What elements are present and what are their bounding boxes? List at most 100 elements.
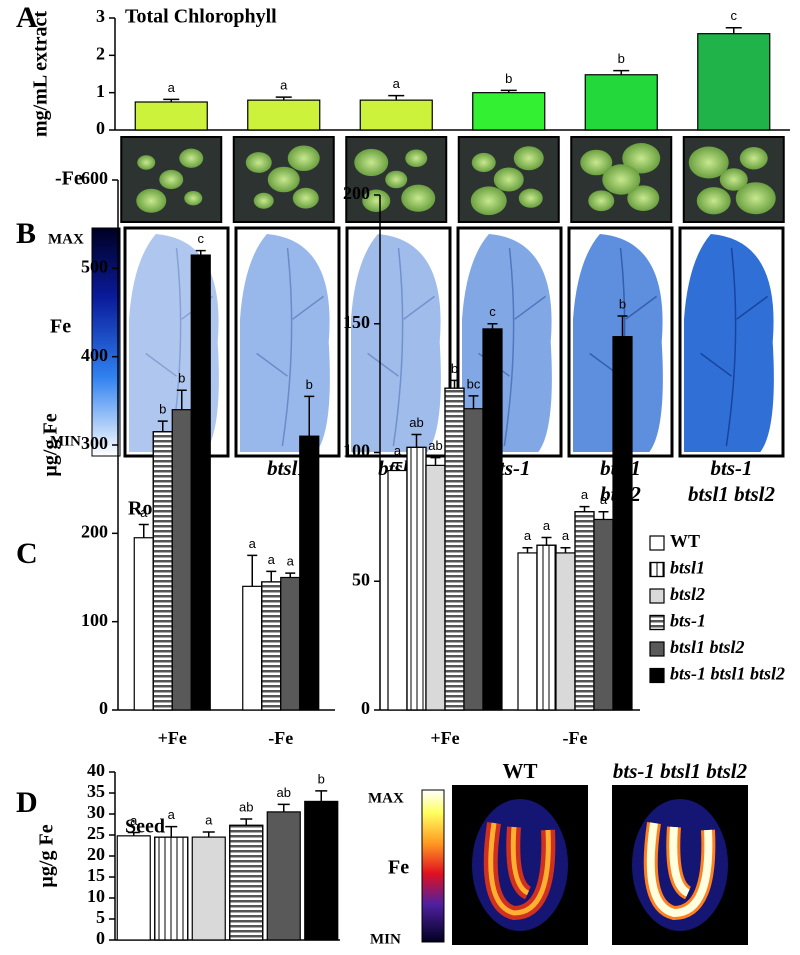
seedling [267,166,300,193]
y-tick-label: 5 [96,907,105,927]
y-tick-label: 15 [87,865,105,885]
scale-max: MAX [368,790,404,806]
bar-hatch [154,836,189,941]
significance-label: c [731,8,738,23]
seedling [627,185,660,211]
error-bar [411,433,422,448]
error-bar [487,323,498,329]
legend-label: WT [670,531,700,551]
x-tick-label: +Fe [158,728,187,748]
bar [266,811,301,941]
y-axis-label: µg/g Fe [36,824,58,887]
significance-label: a [562,528,570,543]
significance-label: a [130,813,138,828]
legend-hatch [649,614,665,631]
error-bar [285,572,296,578]
significance-label: b [451,361,458,376]
y-tick-label: 400 [81,345,108,365]
seedling [137,155,156,170]
leaf-image [345,226,452,458]
y-tick-label: 0 [96,118,105,138]
bar [517,552,538,711]
significance-label: b [306,377,313,392]
panel-letter: D [16,786,38,819]
legend-hatch [649,561,665,578]
seedling [385,170,408,189]
bar [247,99,321,131]
seedling [184,191,203,206]
bar [299,435,320,711]
bar [134,101,208,131]
bar [304,800,339,941]
seedling [354,148,389,177]
color-scale [421,789,445,943]
leaf-veins [256,247,324,447]
seedling [518,188,543,208]
y-tick-label: 10 [87,886,105,906]
genotype-label: bts-1 [711,456,753,480]
error-bar [315,790,328,802]
y-tick-label: 0 [99,698,108,718]
seedling [179,148,204,168]
leaf [351,234,441,452]
photo-row-label: -Fe [55,168,83,190]
genotype-label: btsl1 btsl2 [688,482,775,506]
significance-label: a [249,536,257,551]
y-tick-label: 200 [81,521,108,541]
error-bar [240,818,253,826]
seedling [159,169,184,190]
bar [387,469,408,711]
error-bar [266,570,277,582]
error-bar [304,395,315,437]
significance-label: a [268,552,276,567]
error-bar [560,547,571,553]
y-axis-label: µg/g Fe [40,413,62,476]
scale-min: MIN [370,931,401,947]
error-bar [157,420,168,432]
scale-min: MIN [50,433,81,449]
y-tick-label: 500 [81,256,108,276]
leaf-veins [700,247,768,447]
seedling [602,164,641,195]
y-tick-label: 3 [96,6,105,26]
significance-label: ab [428,438,442,453]
significance-label: ab [277,785,291,800]
seedling [696,187,731,215]
error-bar [522,547,533,553]
y-tick-label: 0 [361,698,370,718]
bar-hatch [574,511,595,711]
bar-hatch [536,544,557,711]
y-tick-label: 0 [96,928,105,948]
y-tick-label: 50 [352,569,370,589]
error-bar [127,831,140,836]
scale-max: MAX [48,231,84,247]
seedling [401,184,436,212]
bar [584,74,658,131]
bar-hatch [152,431,173,711]
significance-label: a [168,807,176,822]
seedling [739,147,768,170]
seedling [719,168,748,191]
significance-label: a [140,505,148,520]
error-bar [617,315,628,337]
seedling [580,149,613,176]
fe-signal-core [646,822,713,918]
y-tick-label: 100 [343,441,370,461]
seedling [688,146,729,179]
panel-letter: B [16,217,36,250]
bar [242,585,263,711]
leaf [684,234,774,452]
image-label: WT [502,759,537,783]
error-bar [449,379,460,389]
seedling [493,167,524,192]
significance-label: c [489,304,496,319]
error-bar [138,523,149,538]
significance-label: a [581,487,589,502]
significance-label: bc [467,376,481,391]
bar [697,33,771,131]
bar-hatch [261,581,282,711]
error-bar [500,89,517,93]
seedling [470,186,507,216]
error-bar [202,831,215,838]
significance-label: ab [239,799,253,814]
